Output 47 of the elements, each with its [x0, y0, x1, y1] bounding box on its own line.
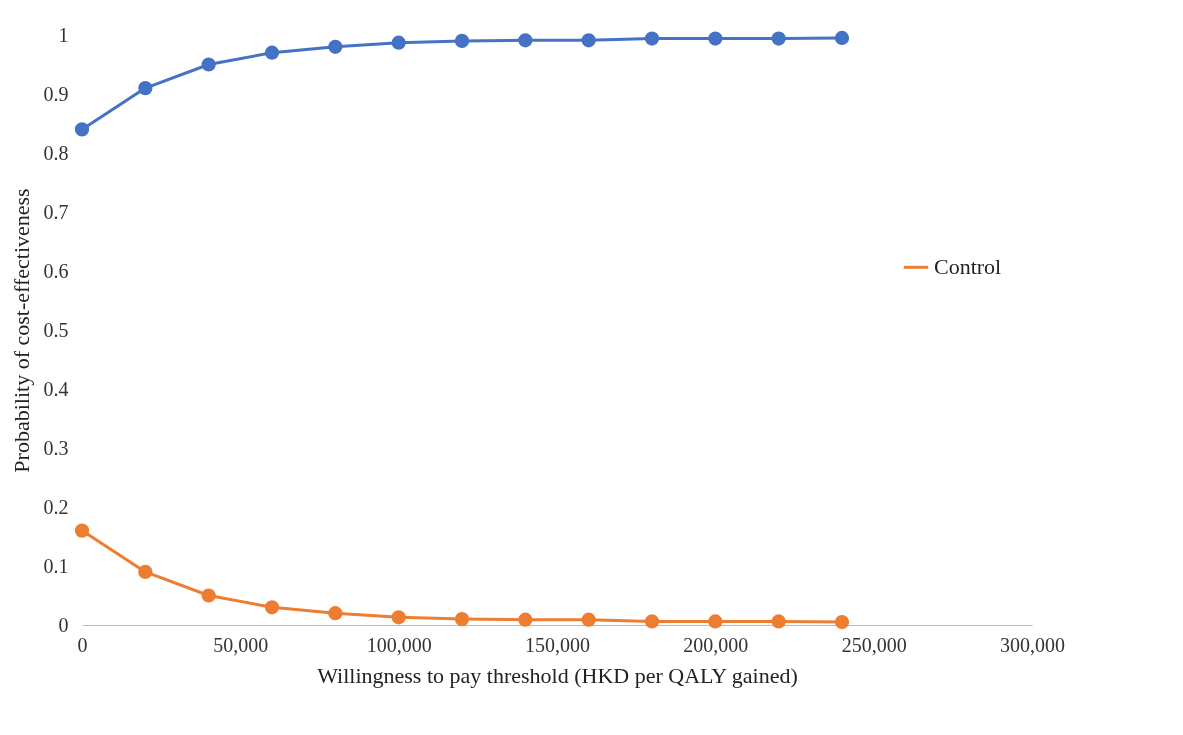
point	[138, 564, 153, 580]
x-tick-label: 200,000	[683, 633, 749, 656]
point	[644, 31, 660, 46]
x-tick-label: 0	[77, 633, 88, 656]
point	[138, 80, 153, 96]
y-tick-label: 0.7	[43, 200, 69, 223]
y-tick-label: 1	[58, 23, 69, 46]
point	[201, 57, 216, 72]
y-tick-label: 0.5	[43, 318, 69, 341]
y-tick-label: 0.3	[43, 436, 69, 459]
y-tick-label: 0	[58, 613, 69, 636]
point	[708, 31, 723, 46]
point	[264, 45, 280, 60]
y-tick-label: 0.1	[43, 554, 69, 577]
x-tick-label: 300,000	[1000, 633, 1065, 656]
legend-label: Control	[934, 254, 1002, 280]
point	[264, 600, 280, 615]
y-tick-label: 0.4	[43, 377, 69, 400]
point	[328, 39, 343, 54]
x-axis-title: Willingness to pay threshold (HKD per QALY gained)	[317, 662, 798, 688]
point	[391, 35, 406, 50]
point	[391, 610, 406, 625]
point	[771, 614, 786, 629]
point	[644, 614, 660, 629]
point	[74, 523, 90, 538]
y-tick-label: 0.8	[43, 141, 69, 164]
point	[454, 611, 470, 627]
point	[834, 30, 850, 46]
x-tick-label: 50,000	[213, 633, 269, 656]
point	[518, 33, 533, 48]
y-axis-title: Probability of cost-effectiveness	[8, 188, 34, 473]
x-tick-label: 250,000	[841, 633, 907, 656]
point	[328, 606, 343, 621]
point	[581, 612, 596, 627]
y-tick-label: 0.2	[43, 495, 69, 518]
x-tick-label: 100,000	[366, 633, 432, 656]
point	[834, 614, 850, 630]
x-tick-label: 150,000	[525, 633, 590, 656]
point	[771, 31, 786, 46]
point	[454, 33, 470, 49]
point	[518, 612, 533, 627]
point	[581, 33, 596, 48]
y-tick-label: 0.6	[43, 259, 69, 282]
point	[74, 122, 90, 137]
point	[708, 614, 723, 629]
point	[201, 588, 216, 603]
y-tick-label: 0.9	[43, 82, 69, 105]
